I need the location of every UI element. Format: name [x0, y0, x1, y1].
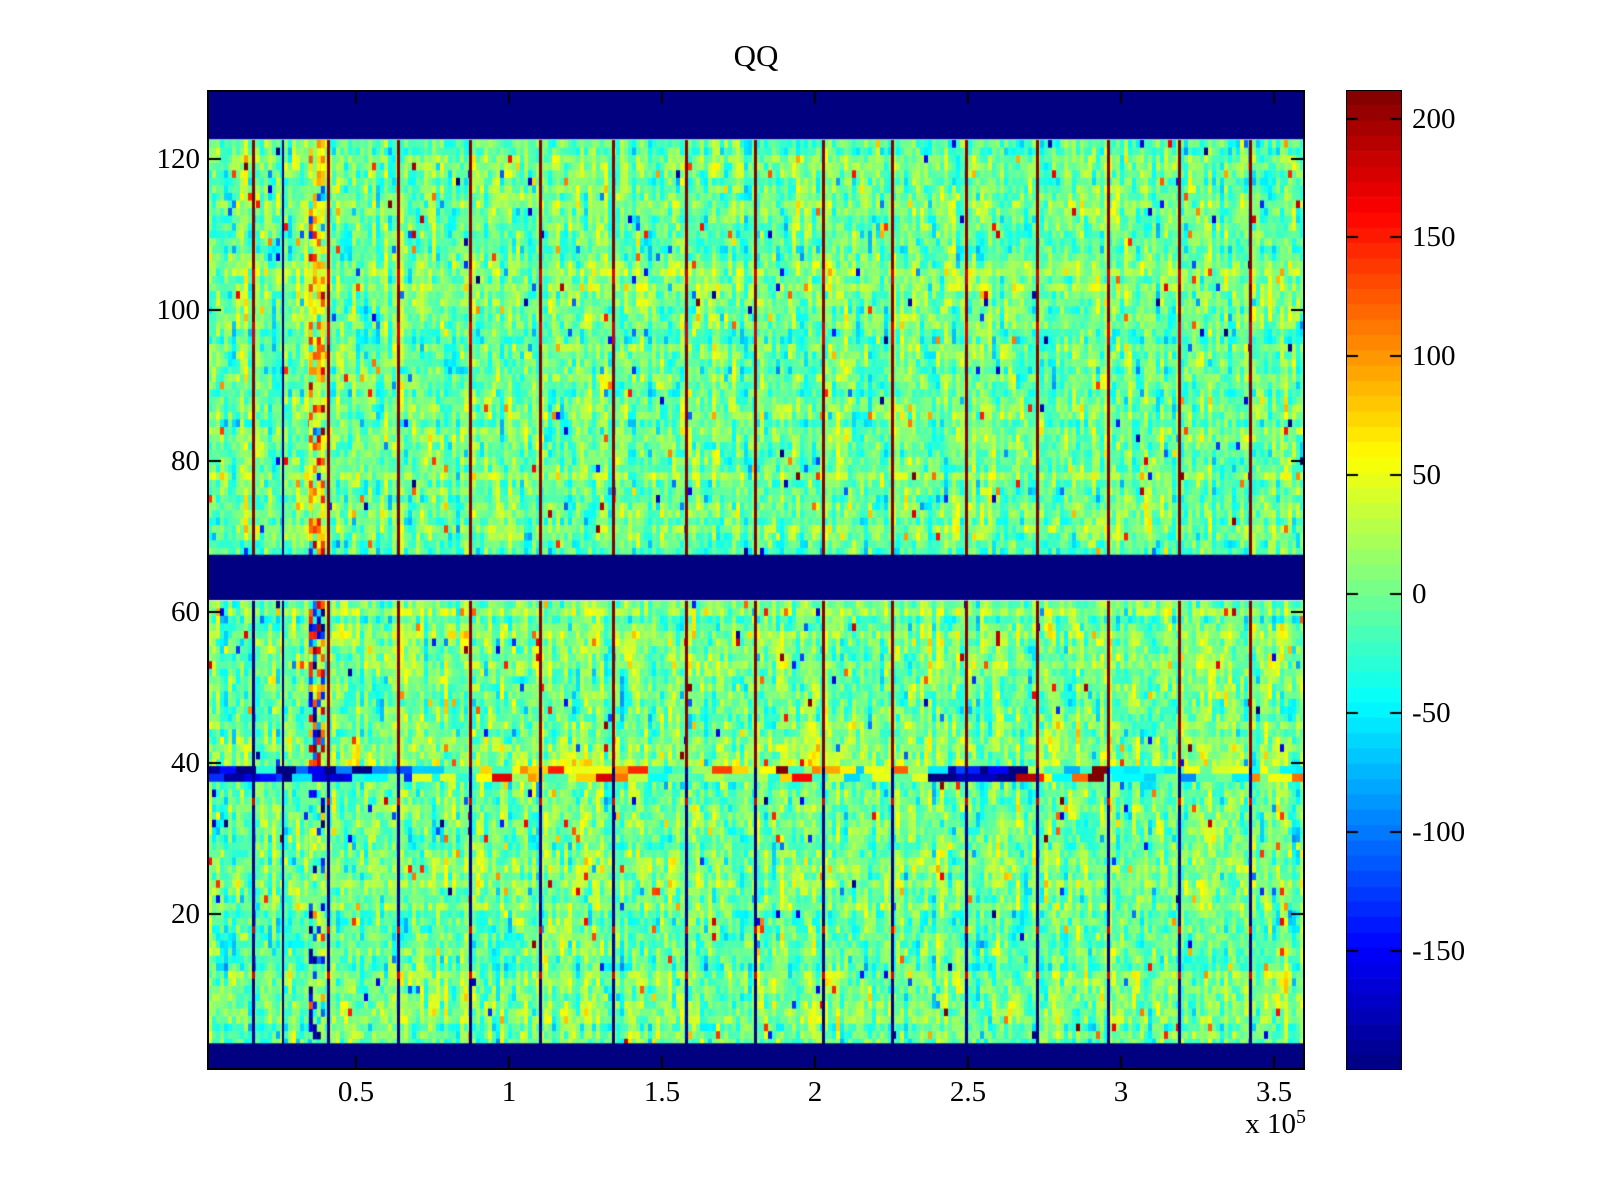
x-tick-label: 3 — [1113, 1076, 1129, 1108]
colorbar-tick-label: 150 — [1412, 221, 1456, 254]
colorbar-tick-label: -100 — [1412, 816, 1466, 849]
y-tick-label: 40 — [171, 747, 200, 780]
x-tick-label: 3.5 — [1255, 1076, 1293, 1108]
y-tick-label: 20 — [171, 898, 200, 931]
colorbar-tick-label: 100 — [1412, 340, 1456, 373]
y-tick-label: 80 — [171, 445, 200, 478]
x-tick-label: 2.5 — [949, 1076, 987, 1108]
x-axis-multiplier: x 105 — [1150, 1106, 1306, 1141]
x-axis-multiplier-exponent: 5 — [1296, 1106, 1306, 1128]
chart-title: QQ — [733, 38, 779, 73]
plot-area — [207, 90, 1305, 1070]
x-tick-label: 0.5 — [337, 1076, 375, 1108]
colorbar-tick-label: 50 — [1412, 459, 1441, 492]
x-tick-label: 2 — [807, 1076, 823, 1108]
x-axis-multiplier-mantissa: x 10 — [1245, 1108, 1296, 1140]
colorbar-canvas — [1346, 90, 1402, 1070]
colorbar — [1346, 90, 1402, 1070]
y-tick-label: 120 — [156, 142, 201, 175]
y-tick-label: 100 — [156, 294, 201, 326]
colorbar-tick-label: 0 — [1412, 578, 1427, 611]
colorbar-tick-label: -150 — [1412, 935, 1466, 968]
colorbar-tick-label: -50 — [1412, 697, 1451, 730]
x-tick-label: 1.5 — [643, 1076, 681, 1108]
colorbar-tick-label: 200 — [1412, 102, 1456, 135]
heatmap-canvas — [207, 90, 1305, 1070]
y-tick-label: 60 — [171, 596, 200, 629]
x-tick-label: 1 — [501, 1076, 517, 1108]
